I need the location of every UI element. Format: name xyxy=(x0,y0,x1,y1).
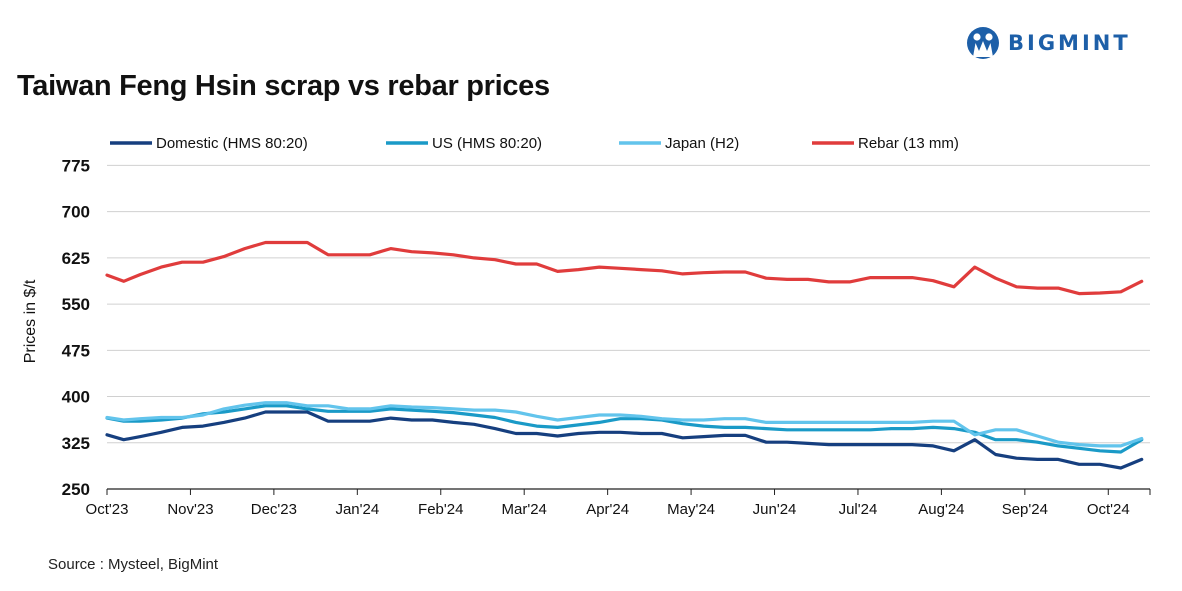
x-tick-label: Feb'24 xyxy=(418,501,463,518)
y-tick-label: 250 xyxy=(62,480,90,499)
y-axis-ticks: 250 325 400 475 550 625 700 775 xyxy=(62,156,90,499)
gridlines xyxy=(107,164,1150,444)
x-tick-label: Dec'23 xyxy=(251,501,297,518)
x-axis: Oct'23 Nov'23 Dec'23 Jan'24 Feb'24 Mar'24 Apr'… xyxy=(86,488,1151,518)
bigmint-logo-icon xyxy=(967,27,999,59)
y-tick-label: 400 xyxy=(62,388,90,407)
x-tick-label: Oct'24 xyxy=(1087,501,1130,518)
legend: Domestic (HMS 80:20) US (HMS 80:20) Japan … xyxy=(110,135,959,152)
y-tick-label: 475 xyxy=(62,341,90,360)
brand-logo: BIGMINT xyxy=(966,26,1131,60)
y-axis-label: Prices in $/t xyxy=(22,279,39,363)
y-tick-label: 325 xyxy=(62,434,90,453)
series-line xyxy=(105,240,1144,296)
x-tick-label: Oct'23 xyxy=(86,501,129,518)
x-tick-label: May'24 xyxy=(667,501,715,518)
x-tick-label: Nov'23 xyxy=(167,501,213,518)
series-line xyxy=(105,410,1144,470)
x-tick-label: Apr'24 xyxy=(586,501,629,518)
series-lines xyxy=(105,240,1144,470)
y-tick-label: 625 xyxy=(62,249,90,268)
x-tick-label: Jan'24 xyxy=(335,501,379,518)
x-tick-label: Sep'24 xyxy=(1002,501,1048,518)
y-tick-label: 700 xyxy=(62,203,90,222)
y-tick-label: 775 xyxy=(62,156,90,175)
chart-title: Taiwan Feng Hsin scrap vs rebar prices xyxy=(17,70,550,102)
brand-name: BIGMINT xyxy=(1008,31,1131,55)
legend-label: Domestic (HMS 80:20) xyxy=(156,135,308,152)
legend-label: Rebar (13 mm) xyxy=(858,135,959,152)
x-tick-label: Jul'24 xyxy=(839,501,878,518)
x-tick-label: Aug'24 xyxy=(918,501,964,518)
source-note: Source : Mysteel, BigMint xyxy=(48,556,219,573)
legend-label: US (HMS 80:20) xyxy=(432,135,542,152)
legend-label: Japan (H2) xyxy=(665,135,739,152)
series-line xyxy=(105,401,1144,448)
x-tick-label: Mar'24 xyxy=(502,501,547,518)
y-tick-label: 550 xyxy=(62,295,90,314)
x-tick-label: Jun'24 xyxy=(753,501,797,518)
